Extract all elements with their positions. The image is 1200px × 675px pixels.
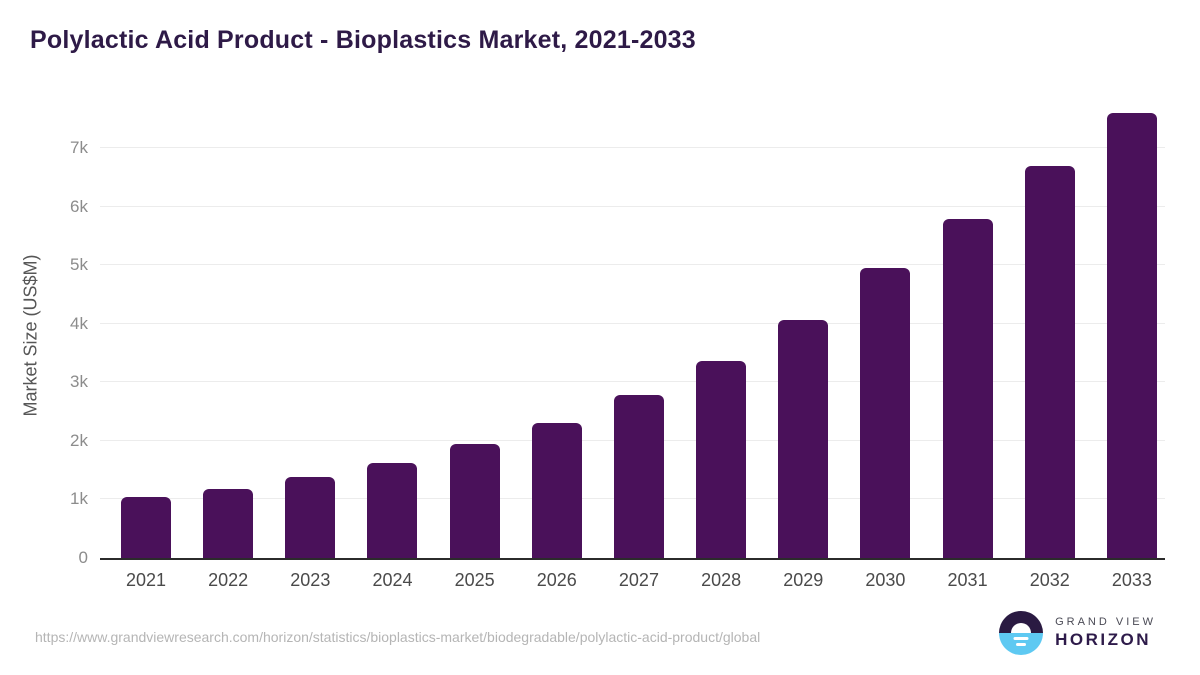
bar-2026	[531, 423, 582, 558]
y-tick-3k: 3k	[70, 372, 88, 392]
gridline-6k	[100, 205, 1165, 207]
y-tick-1k: 1k	[70, 489, 88, 509]
bar-2024	[367, 462, 418, 558]
bar-2032	[1024, 165, 1075, 558]
gridline-5k	[100, 264, 1165, 266]
y-tick-5k: 5k	[70, 255, 88, 275]
sun-reflection-line	[1016, 643, 1027, 646]
bar-2031	[942, 218, 993, 558]
x-tick-2022: 2022	[208, 570, 249, 590]
plot-area	[100, 112, 1165, 560]
bar-2025	[449, 443, 500, 558]
x-tick-2026: 2026	[536, 570, 577, 590]
x-tick-2028: 2028	[701, 570, 742, 590]
gridline-3k	[100, 381, 1165, 383]
y-axis-tick-labels: 0 1k 2k 3k 4k 5k 6k 7k	[0, 112, 88, 567]
x-axis-tick-labels: 2021 2022 2023 2024 2025 2026 2027 2028 2029 2030…	[100, 570, 1165, 591]
gridline-4k	[100, 322, 1165, 324]
y-tick-0: 0	[78, 548, 88, 567]
x-tick-2024: 2024	[372, 570, 413, 590]
bar-2033	[1106, 112, 1157, 558]
bar-2023	[285, 476, 336, 558]
logo-brand-name: GRAND VIEW	[1055, 615, 1156, 628]
bar-2027	[613, 394, 664, 558]
bar-2029	[778, 319, 829, 558]
bar-2022	[203, 488, 254, 558]
x-tick-2023: 2023	[290, 570, 331, 590]
bar-2021	[121, 497, 171, 558]
y-tick-2k: 2k	[70, 430, 88, 450]
y-tick-7k: 7k	[70, 138, 88, 158]
logo-text: GRAND VIEW HORIZON	[1055, 616, 1156, 651]
x-tick-2027: 2027	[618, 570, 659, 590]
bar-2030	[860, 268, 911, 558]
footer: https://www.grandviewresearch.com/horizo…	[0, 605, 1200, 675]
x-tick-2025: 2025	[454, 570, 495, 590]
y-tick-6k: 6k	[70, 196, 88, 216]
y-tick-4k: 4k	[70, 313, 88, 333]
gridline-7k	[100, 147, 1165, 149]
x-tick-2031: 2031	[947, 570, 988, 590]
x-tick-2021: 2021	[125, 570, 167, 590]
bar-2028	[696, 360, 747, 558]
chart-title: Polylactic Acid Product - Bioplastics Ma…	[30, 26, 696, 54]
x-tick-2029: 2029	[783, 570, 824, 590]
x-tick-2033: 2033	[1111, 570, 1152, 590]
horizon-sun-icon	[999, 611, 1044, 655]
logo-product-name: HORIZON	[1055, 630, 1151, 650]
x-tick-2032: 2032	[1029, 570, 1070, 590]
bar-series	[100, 112, 1165, 558]
sun-reflection-line	[1013, 637, 1029, 640]
source-url-text: https://www.grandviewresearch.com/horizo…	[35, 629, 761, 645]
sun-icon	[1011, 623, 1032, 633]
x-tick-2030: 2030	[865, 570, 906, 590]
grand-view-horizon-logo: GRAND VIEW HORIZON	[999, 611, 1156, 655]
